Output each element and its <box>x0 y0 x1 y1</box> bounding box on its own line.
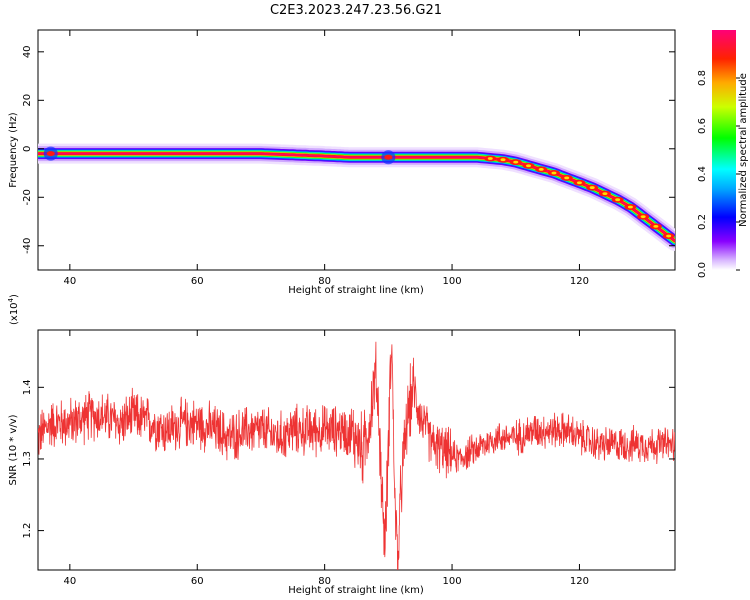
ridge-blob-core <box>576 181 582 185</box>
xtick-label: 80 <box>318 576 331 587</box>
colorbar-tick-label: 0.2 <box>697 214 708 230</box>
ridge-blob-core <box>500 158 506 162</box>
ridge-blob-core <box>640 215 646 219</box>
spectrogram-ylabel: Frequency (Hz) <box>8 112 19 188</box>
snr-series <box>38 341 675 570</box>
xtick-label: 80 <box>318 276 331 287</box>
xtick-label: 40 <box>63 576 76 587</box>
xtick-label: 60 <box>191 576 204 587</box>
snr-multiplier: (x104) <box>7 294 20 325</box>
ridge-blob-core <box>602 192 608 196</box>
ridge-blob-core <box>666 234 672 238</box>
colorbar-tick-label: 0.4 <box>697 166 708 182</box>
ytick-label: 40 <box>22 45 33 58</box>
ridge-blob-core <box>551 171 557 175</box>
ridge-blob-core <box>487 157 493 160</box>
ridge-blob-core <box>564 176 570 180</box>
colorbar-ticks: 0.0 0.2 0.4 0.6 0.8 <box>697 70 740 278</box>
figure-title: C2E3.2023.247.23.56.G21 <box>270 3 442 18</box>
xtick-label: 120 <box>570 276 589 287</box>
colorbar: 0.0 0.2 0.4 0.6 0.8 Normalized spectral ampl… <box>697 30 749 278</box>
ridge-blob-core <box>615 198 621 202</box>
ytick-label: 0 <box>22 146 33 152</box>
snr-panel: 40 60 80 100 120 1.2 1.3 1.4 Height of straight… <box>7 294 676 596</box>
spectrogram-axes: 40 60 80 100 120 -40 -20 0 20 40 <box>22 30 675 287</box>
xtick-label: 100 <box>443 576 462 587</box>
snr-xlabel: Height of straight line (km) <box>288 585 424 596</box>
ridge-spot-core <box>384 154 393 160</box>
xtick-label: 60 <box>191 276 204 287</box>
ridge-blob-core <box>589 186 595 189</box>
colorbar-tick-label: 0.8 <box>697 70 708 86</box>
ridge-blob-core <box>538 167 544 171</box>
ridge-blob-core <box>653 224 659 228</box>
ytick-label: 1.3 <box>22 451 33 467</box>
ytick-label: -40 <box>22 238 33 254</box>
xtick-label: 120 <box>570 576 589 587</box>
xtick-label: 40 <box>63 276 76 287</box>
spectrogram-ridge <box>38 143 675 251</box>
colorbar-label: Normalized spectral amplitude <box>738 73 749 227</box>
ytick-label: 1.2 <box>22 523 33 539</box>
snr-ylabel: SNR (10 * v/v) <box>8 414 19 485</box>
ytick-label: 1.4 <box>22 379 33 395</box>
ridge-spot-core <box>46 151 55 157</box>
ridge-blob-core <box>513 160 519 164</box>
spectrogram-xlabel: Height of straight line (km) <box>288 285 424 296</box>
ytick-label: 20 <box>22 94 33 107</box>
ridge-blob-core <box>525 164 531 168</box>
colorbar-tick-label: 0.6 <box>697 118 708 134</box>
colorbar-tick-label: 0.0 <box>697 262 708 278</box>
snr-line <box>38 341 675 570</box>
snr-frame <box>37 329 676 571</box>
ytick-label: -20 <box>22 189 33 205</box>
xtick-label: 100 <box>443 276 462 287</box>
colorbar-gradient <box>712 30 736 270</box>
ridge-blob-core <box>627 205 633 209</box>
spectrogram-panel: 40 60 80 100 120 -40 -20 0 20 40 Height of straig… <box>8 29 676 296</box>
snr-axes: 40 60 80 100 120 1.2 1.3 1.4 <box>22 330 675 587</box>
